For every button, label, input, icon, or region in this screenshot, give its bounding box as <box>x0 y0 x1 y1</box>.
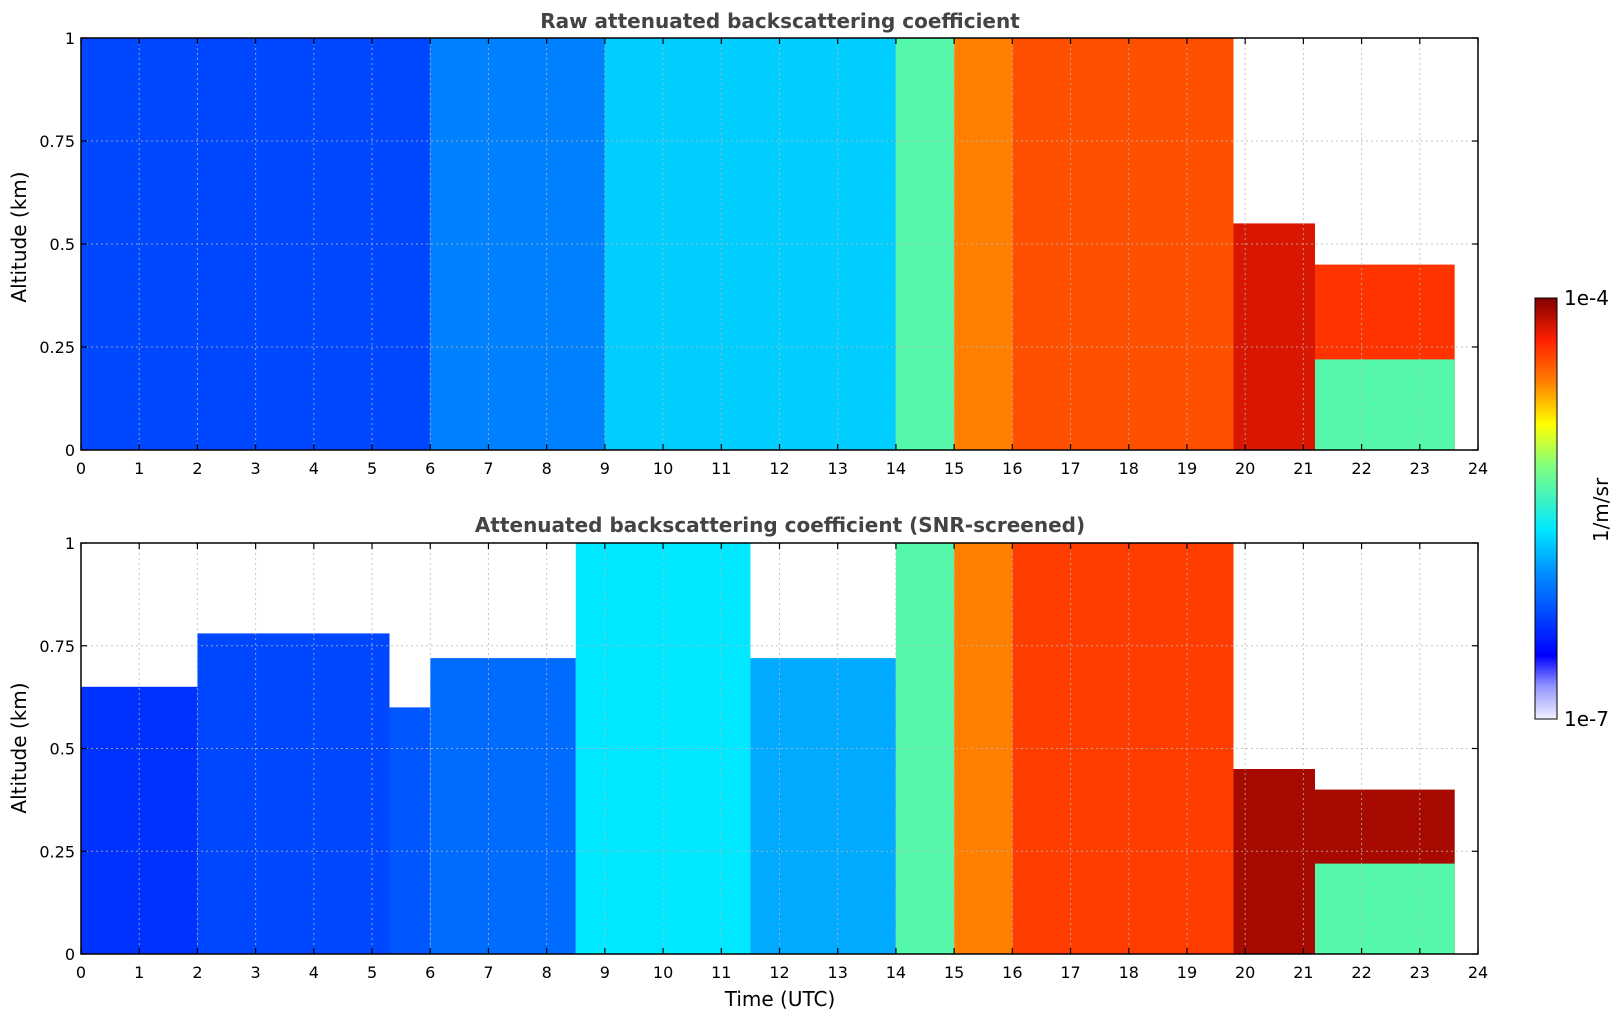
raw-panel: Raw attenuated backscattering coefficien… <box>7 9 1488 478</box>
x-tick-label: 10 <box>653 459 673 478</box>
x-tick-label: 3 <box>251 459 261 478</box>
raw-panel-x-ticks: 0 1 2 3 4 5 6 7 8 9 10 11 12 13 14 15 16 17 18 19 20 21 22 23 24 <box>76 38 1488 478</box>
x-tick-label: 5 <box>367 459 377 478</box>
x-tick-label: 4 <box>309 459 319 478</box>
colorbar: 1e-4 1e-7 1/m/sr <box>1534 286 1613 731</box>
screened-panel-y-axis-label: Altitude (km) <box>7 682 31 813</box>
x-axis-label: Time (UTC) <box>724 987 836 1011</box>
x-tick-label: 5 <box>367 963 377 982</box>
screened-panel-y-ticks: 0 0.25 0.5 0.75 1 <box>39 534 1478 964</box>
x-tick-label: 20 <box>1235 963 1255 982</box>
raw-panel-grid <box>81 38 1478 450</box>
x-tick-label: 2 <box>192 459 202 478</box>
x-tick-label: 10 <box>653 963 673 982</box>
x-tick-label: 1 <box>134 459 144 478</box>
x-tick-label: 7 <box>483 963 493 982</box>
x-tick-label: 16 <box>1002 963 1022 982</box>
x-tick-label: 7 <box>483 459 493 478</box>
x-tick-label: 13 <box>828 459 848 478</box>
x-tick-label: 21 <box>1293 963 1313 982</box>
x-tick-label: 22 <box>1351 459 1371 478</box>
x-tick-label: 16 <box>1002 459 1022 478</box>
raw-panel-y-axis-label: Altitude (km) <box>7 171 31 302</box>
heatmap-region <box>1315 359 1455 450</box>
heatmap-region <box>1233 223 1315 450</box>
y-tick-label: 0.75 <box>39 132 75 151</box>
colorbar-min-label: 1e-7 <box>1564 707 1609 731</box>
x-tick-label: 6 <box>425 459 435 478</box>
x-tick-label: 24 <box>1468 963 1488 982</box>
colorbar-max-label: 1e-4 <box>1564 286 1609 310</box>
heatmap-region <box>895 38 955 450</box>
y-tick-label: 0 <box>65 441 75 460</box>
x-tick-label: 14 <box>886 459 906 478</box>
heatmap-region <box>895 543 955 954</box>
x-tick-label: 14 <box>886 963 906 982</box>
x-tick-label: 18 <box>1119 459 1139 478</box>
x-tick-label: 24 <box>1468 459 1488 478</box>
x-tick-label: 8 <box>542 963 552 982</box>
y-tick-label: 0 <box>65 945 75 964</box>
x-tick-label: 0 <box>76 459 86 478</box>
x-tick-label: 8 <box>542 459 552 478</box>
screened-panel-grid <box>81 543 1478 954</box>
x-tick-label: 1 <box>134 963 144 982</box>
y-tick-label: 0.75 <box>39 637 75 656</box>
x-tick-label: 21 <box>1293 459 1313 478</box>
x-tick-label: 2 <box>192 963 202 982</box>
x-tick-label: 12 <box>769 963 789 982</box>
y-tick-label: 0.5 <box>50 235 75 254</box>
x-tick-label: 23 <box>1410 459 1430 478</box>
x-tick-label: 13 <box>828 963 848 982</box>
screened-panel-x-ticks: 0 1 2 3 4 5 6 7 8 9 10 11 12 13 14 15 16 17 18 19 20 21 22 23 24 <box>76 543 1488 982</box>
raw-panel-title: Raw attenuated backscattering coefficien… <box>540 9 1020 33</box>
heatmap-region <box>1315 863 1455 954</box>
screened-panel-title: Attenuated backscattering coefficient (S… <box>475 513 1085 537</box>
y-tick-label: 0.25 <box>39 842 75 861</box>
x-tick-label: 17 <box>1060 459 1080 478</box>
x-tick-label: 20 <box>1235 459 1255 478</box>
y-tick-label: 1 <box>65 534 75 553</box>
x-tick-label: 22 <box>1351 963 1371 982</box>
x-tick-label: 18 <box>1119 963 1139 982</box>
x-tick-label: 4 <box>309 963 319 982</box>
heatmap-region <box>430 658 576 954</box>
y-tick-label: 0.25 <box>39 338 75 357</box>
x-tick-label: 15 <box>944 963 964 982</box>
raw-panel-y-ticks: 0 0.25 0.5 0.75 1 <box>39 29 1478 460</box>
x-tick-label: 12 <box>769 459 789 478</box>
x-tick-label: 17 <box>1060 963 1080 982</box>
heatmap-region <box>1233 769 1315 954</box>
y-tick-label: 0.5 <box>50 740 75 759</box>
x-tick-label: 11 <box>711 963 731 982</box>
y-tick-label: 1 <box>65 29 75 48</box>
screened-panel: Attenuated backscattering coefficient (S… <box>7 513 1488 1011</box>
x-tick-label: 19 <box>1177 459 1197 478</box>
x-tick-label: 0 <box>76 963 86 982</box>
x-tick-label: 9 <box>600 459 610 478</box>
x-tick-label: 19 <box>1177 963 1197 982</box>
x-tick-label: 3 <box>251 963 261 982</box>
x-tick-label: 15 <box>944 459 964 478</box>
heatmap-region <box>197 633 390 954</box>
x-tick-label: 9 <box>600 963 610 982</box>
colorbar-gradient <box>1534 297 1558 720</box>
heatmap-region <box>750 658 896 954</box>
x-tick-label: 11 <box>711 459 731 478</box>
x-tick-label: 6 <box>425 963 435 982</box>
colorbar-unit-label: 1/m/sr <box>1589 477 1613 542</box>
x-tick-label: 23 <box>1410 963 1430 982</box>
heatmap-region <box>389 707 431 954</box>
